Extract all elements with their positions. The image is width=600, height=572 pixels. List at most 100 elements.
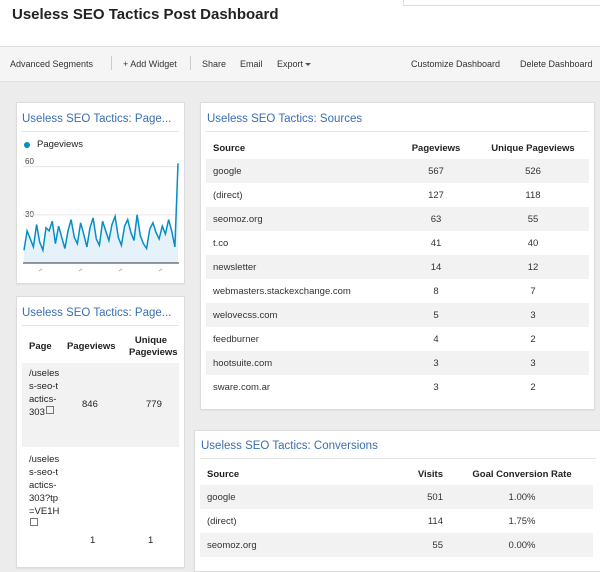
header-search-box[interactable] — [403, 0, 600, 6]
conversions-table: Source Visits Goal Conversion Rate googl… — [200, 463, 593, 557]
add-widget-button[interactable]: + Add Widget — [123, 59, 177, 69]
source-cell[interactable]: seomoz.org — [213, 213, 263, 225]
widget-title[interactable]: Useless SEO Tactics: Page... — [22, 113, 172, 125]
unique-pageviews-cell: 7 — [530, 285, 536, 297]
widget-title[interactable]: Useless SEO Tactics: Sources — [207, 113, 363, 125]
table-row: google 501 1.00% — [200, 485, 593, 509]
sources-table-widget: Useless SEO Tactics: Sources Source Page… — [200, 102, 595, 410]
source-cell[interactable]: newsletter — [213, 261, 257, 273]
table-row: seomoz.org 55 0.00% — [200, 533, 593, 557]
sources-table: Source Pageviews Unique Pageviews google… — [206, 137, 589, 399]
visits-cell: 501 — [427, 491, 443, 503]
table-header-row: Source Visits Goal Conversion Rate — [200, 463, 593, 485]
source-cell[interactable]: feedburner — [213, 333, 259, 345]
pageviews-cell: 8 — [433, 285, 439, 297]
pageviews-cell: 4 — [433, 333, 439, 345]
table-row: /useless-seo-tactics-303?tp=VE1H 1 1 — [22, 449, 179, 567]
table-row: hootsuite.com 3 3 — [206, 351, 589, 375]
unique-pageviews-cell: 526 — [525, 165, 541, 177]
page-table-widget: Useless SEO Tactics: Page... Page Pagevi… — [16, 296, 185, 568]
unique-pageviews-cell: 2 — [530, 381, 536, 393]
table-row: (direct) 127 118 — [206, 183, 589, 207]
goal-conversion-rate-cell: 1.75% — [508, 515, 536, 527]
unique-pageviews-cell: 118 — [525, 189, 541, 201]
source-cell[interactable]: google — [213, 165, 242, 177]
series-line — [23, 163, 179, 254]
widget-divider — [22, 131, 179, 132]
unique-pageviews-cell: 55 — [527, 213, 539, 225]
external-link-icon[interactable] — [45, 406, 54, 414]
series-area — [24, 163, 178, 263]
toolbar-divider — [190, 56, 191, 70]
source-cell[interactable]: (direct) — [207, 515, 237, 527]
conversions-table-widget: Useless SEO Tactics: Conversions Source … — [194, 430, 600, 572]
goal-conversion-rate-cell: 1.00% — [508, 491, 536, 503]
col-header-unique-pageviews: Unique Pageviews — [491, 142, 575, 154]
customize-dashboard-button[interactable]: Customize Dashboard — [411, 59, 501, 69]
table-row: t.co 41 40 — [206, 231, 589, 255]
pageviews-cell: 14 — [430, 261, 442, 273]
pageviews-cell: 3 — [433, 357, 439, 369]
unique-pageviews-cell: 3 — [530, 357, 536, 369]
advanced-segments-button[interactable]: Advanced Segments — [10, 59, 94, 69]
dashboard-toolbar: Advanced Segments + Add Widget Share Ema… — [0, 46, 600, 82]
col-header-visits: Visits — [417, 468, 443, 480]
pageviews-value: 1 — [90, 535, 96, 546]
goal-conversion-rate-cell: 0.00% — [508, 539, 536, 551]
x-tick — [158, 268, 163, 272]
visits-cell: 55 — [432, 539, 443, 551]
page-title: Useless SEO Tactics Post Dashboard — [12, 6, 279, 23]
col-header-pageviews: Pageviews — [411, 142, 461, 154]
export-label: Export — [277, 59, 304, 69]
email-button[interactable]: Email — [240, 59, 263, 69]
table-row: google 567 526 — [206, 159, 589, 183]
page-path-cell: /useless-seo-tactics-303?tp=VE1H — [29, 453, 61, 563]
source-cell[interactable]: google — [207, 491, 236, 503]
chevron-down-icon — [305, 63, 312, 67]
table-row: (direct) 114 1.75% — [200, 509, 593, 533]
source-cell[interactable]: t.co — [213, 237, 229, 249]
y-tick-label: 60 — [25, 157, 34, 166]
page-path-cell: /useless-seo-tactics-303 — [29, 367, 61, 419]
source-cell[interactable]: welovecss.com — [213, 309, 278, 321]
x-tick — [78, 268, 83, 272]
export-button[interactable]: Export — [277, 59, 312, 69]
page-path[interactable]: /useless-seo-tactics-303 — [29, 368, 60, 418]
col-header-page: Page — [29, 341, 52, 352]
source-cell[interactable]: webmasters.stackexchange.com — [213, 285, 351, 297]
col-header-goal-conversion-rate: Goal Conversion Rate — [472, 468, 572, 480]
widget-divider — [22, 325, 179, 326]
table-row: webmasters.stackexchange.com 8 7 — [206, 279, 589, 303]
share-button[interactable]: Share — [202, 59, 227, 69]
pageviews-value: 846 — [82, 399, 98, 410]
unique-pageviews-cell: 3 — [530, 309, 536, 321]
table-row: sware.com.ar 3 2 — [206, 375, 589, 399]
pageviews-cell: 127 — [428, 189, 444, 201]
delete-dashboard-button[interactable]: Delete Dashboard — [520, 59, 593, 69]
source-cell[interactable]: (direct) — [213, 189, 243, 201]
page-path[interactable]: /useless-seo-tactics-303?tp=VE1H — [29, 454, 60, 517]
unique-pageviews-value: 1 — [148, 535, 154, 546]
pageviews-chart-widget: Useless SEO Tactics: Page... Pageviews 6… — [16, 102, 185, 284]
table-row: seomoz.org 63 55 — [206, 207, 589, 231]
pageviews-cell: 567 — [428, 165, 444, 177]
widget-divider — [206, 131, 589, 132]
pageviews-cell: 3 — [433, 381, 439, 393]
legend-dot-icon — [24, 142, 30, 148]
pageviews-cell: 5 — [433, 309, 439, 321]
external-link-icon[interactable] — [30, 518, 38, 526]
visits-cell: 114 — [427, 515, 443, 527]
source-cell[interactable]: seomoz.org — [207, 539, 257, 551]
widget-title[interactable]: Useless SEO Tactics: Page... — [22, 307, 172, 319]
table-row: newsletter 14 12 — [206, 255, 589, 279]
unique-pageviews-value: 779 — [146, 399, 162, 410]
widget-title[interactable]: Useless SEO Tactics: Conversions — [201, 440, 378, 452]
pageviews-cell: 41 — [430, 237, 442, 249]
source-cell[interactable]: sware.com.ar — [213, 381, 271, 393]
col-header-unique-pageviews: Unique Pageviews — [129, 335, 178, 358]
table-row: feedburner 4 2 — [206, 327, 589, 351]
table-row: /useless-seo-tactics-303 846 779 — [22, 363, 179, 447]
source-cell[interactable]: hootsuite.com — [213, 357, 273, 369]
toolbar-divider — [111, 56, 112, 70]
unique-pageviews-cell: 40 — [527, 237, 539, 249]
